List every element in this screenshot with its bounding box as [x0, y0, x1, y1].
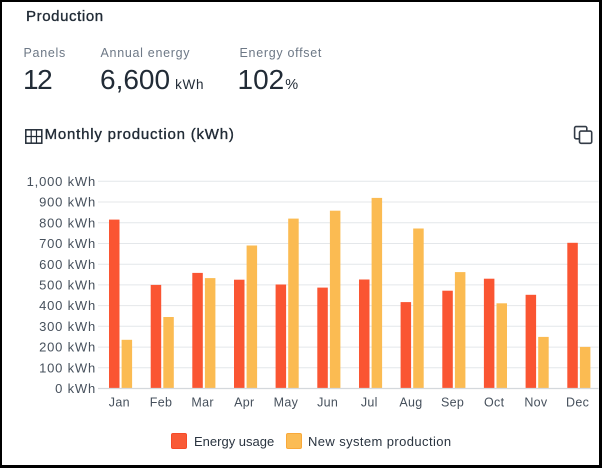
svg-text:600 kWh: 600 kWh: [39, 257, 96, 272]
svg-text:100 kWh: 100 kWh: [39, 360, 96, 375]
svg-text:Feb: Feb: [150, 396, 172, 410]
svg-text:May: May: [274, 396, 299, 410]
svg-text:Aug: Aug: [399, 396, 422, 410]
svg-text:900 kWh: 900 kWh: [39, 195, 96, 210]
svg-text:Nov: Nov: [524, 396, 548, 410]
svg-text:800 kWh: 800 kWh: [39, 215, 96, 230]
svg-text:Sep: Sep: [441, 396, 464, 410]
svg-text:1,000 kWh: 1,000 kWh: [27, 174, 96, 189]
svg-text:0 kWh: 0 kWh: [55, 381, 96, 396]
svg-text:500 kWh: 500 kWh: [39, 278, 96, 293]
svg-text:Apr: Apr: [234, 396, 254, 410]
svg-text:Jan: Jan: [109, 396, 130, 410]
svg-text:200 kWh: 200 kWh: [39, 340, 96, 355]
svg-text:Jun: Jun: [317, 396, 338, 410]
svg-text:Jul: Jul: [361, 396, 378, 410]
svg-text:300 kWh: 300 kWh: [39, 319, 96, 334]
svg-text:700 kWh: 700 kWh: [39, 236, 96, 251]
svg-text:Oct: Oct: [484, 396, 505, 410]
svg-text:Mar: Mar: [191, 396, 213, 410]
svg-text:400 kWh: 400 kWh: [39, 298, 96, 313]
svg-text:Dec: Dec: [566, 396, 589, 410]
